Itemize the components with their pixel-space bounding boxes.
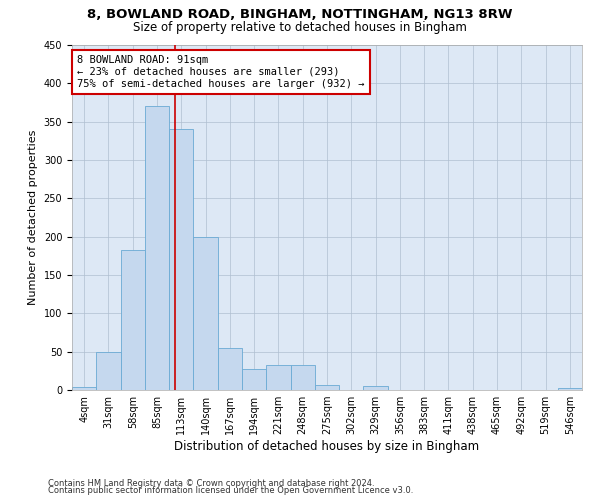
- Bar: [558, 388, 582, 390]
- Bar: [96, 352, 121, 390]
- Bar: [193, 236, 218, 390]
- Bar: [266, 366, 290, 390]
- Bar: [121, 250, 145, 390]
- Y-axis label: Number of detached properties: Number of detached properties: [28, 130, 38, 305]
- Text: 8 BOWLAND ROAD: 91sqm
← 23% of detached houses are smaller (293)
75% of semi-det: 8 BOWLAND ROAD: 91sqm ← 23% of detached …: [77, 56, 365, 88]
- Bar: [218, 348, 242, 390]
- Bar: [364, 386, 388, 390]
- Text: 8, BOWLAND ROAD, BINGHAM, NOTTINGHAM, NG13 8RW: 8, BOWLAND ROAD, BINGHAM, NOTTINGHAM, NG…: [87, 8, 513, 20]
- Bar: [72, 387, 96, 390]
- Bar: [145, 106, 169, 390]
- Text: Contains HM Land Registry data © Crown copyright and database right 2024.: Contains HM Land Registry data © Crown c…: [48, 478, 374, 488]
- Bar: [169, 130, 193, 390]
- Text: Size of property relative to detached houses in Bingham: Size of property relative to detached ho…: [133, 21, 467, 34]
- Text: Contains public sector information licensed under the Open Government Licence v3: Contains public sector information licen…: [48, 486, 413, 495]
- X-axis label: Distribution of detached houses by size in Bingham: Distribution of detached houses by size …: [175, 440, 479, 453]
- Bar: [315, 386, 339, 390]
- Bar: [242, 370, 266, 390]
- Bar: [290, 366, 315, 390]
